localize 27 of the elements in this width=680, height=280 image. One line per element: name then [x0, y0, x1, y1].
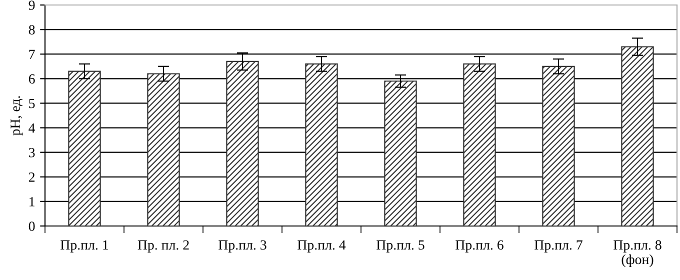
y-tick-label: 1 [30, 197, 34, 206]
x-tick-label: Пр.пл. 3 [218, 240, 266, 252]
y-tick-label: 0 [28, 222, 35, 231]
x-tick-label: Пр.пл. 8 (фон) [614, 240, 662, 268]
bar [542, 66, 575, 226]
bar [68, 70, 101, 226]
y-tick-label: 4 [28, 123, 36, 133]
y-tick-label: 6 [28, 74, 35, 84]
bar [621, 46, 654, 226]
bar [147, 73, 180, 226]
x-tick-label: Пр.пл. 1 [60, 240, 108, 252]
y-tick-label: 9 [28, 0, 35, 10]
bar [305, 63, 338, 226]
x-tick-label: Пр.пл. 6 [456, 240, 504, 252]
y-axis-title: pH, ед. [10, 96, 23, 136]
y-tick-label: 3 [28, 148, 35, 158]
x-tick-label: Пр.пл. 4 [298, 240, 346, 252]
bar [384, 80, 417, 226]
bar [226, 60, 259, 226]
x-tick-label: Пр.пл. 7 [534, 240, 582, 252]
x-tick-label: Пр.пл. 5 [376, 240, 424, 252]
y-tick-label: 8 [28, 25, 35, 35]
y-tick-label: 5 [29, 98, 35, 108]
y-tick-label: 2 [28, 172, 35, 182]
y-tick-label: 7 [29, 50, 35, 59]
bar [463, 63, 496, 226]
x-tick-label: Пр. пл. 2 [138, 240, 189, 252]
